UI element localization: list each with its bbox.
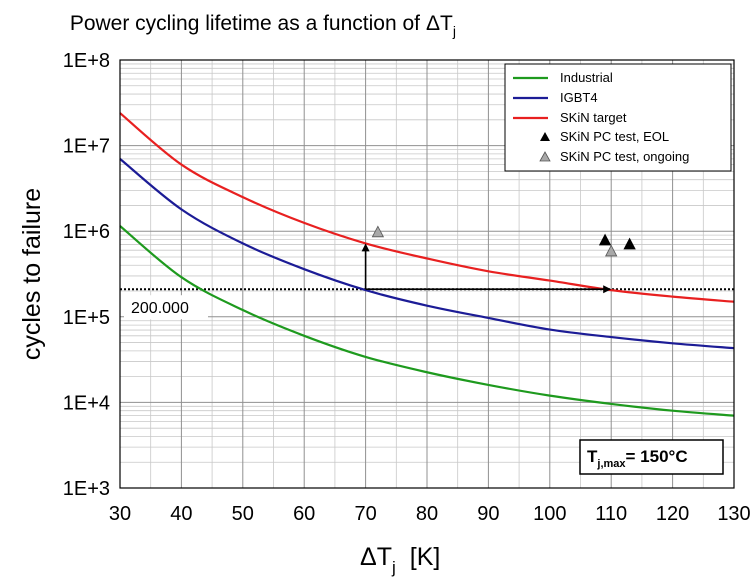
legend-label-industrial: Industrial — [560, 70, 613, 85]
chart-title-subscript: j — [452, 23, 456, 39]
x-tick-label: 40 — [170, 503, 192, 525]
arrow-up-head — [361, 243, 370, 252]
y-tick-label: 1E+6 — [63, 221, 110, 243]
marker-skin-pc-test-eol — [623, 237, 636, 250]
series-line-industrial — [119, 225, 735, 417]
marker-skin-pc-test-eol — [598, 233, 612, 246]
series-line-igbt4 — [119, 158, 735, 350]
x-tick-label: 100 — [533, 503, 566, 525]
series-lines — [119, 112, 735, 417]
x-tick-label: 130 — [717, 503, 750, 525]
y-tick-label: 1E+8 — [63, 50, 110, 72]
arrows — [361, 243, 612, 294]
legend-label-igbt4: IGBT4 — [560, 90, 598, 105]
markers — [371, 225, 636, 257]
y-tick-labels: 1E+3 1E+4 1E+5 1E+6 1E+7 1E+8 — [63, 50, 110, 500]
x-tick-label: 80 — [416, 503, 438, 525]
x-axis-label-subscript: j — [391, 558, 396, 577]
marker-skin-pc-test-ongoing — [371, 225, 385, 238]
legend-label-ongoing: SKiN PC test, ongoing — [560, 149, 689, 164]
y-tick-label: 1E+5 — [63, 307, 110, 329]
condition-box-frame — [579, 439, 724, 475]
reference-label-bg — [124, 295, 208, 320]
y-tick-label: 1E+4 — [63, 392, 110, 414]
y-tick-label: 1E+3 — [63, 478, 110, 500]
x-tick-label: 110 — [595, 503, 627, 525]
x-axis-label: ΔTj [K] — [360, 543, 440, 577]
chart-title: Power cycling lifetime as a function of — [70, 12, 420, 35]
y-axis-label: cycles to failure — [18, 188, 46, 360]
x-tick-label: 50 — [232, 503, 254, 525]
series-line-skin-target — [119, 112, 735, 303]
x-tick-label: 30 — [109, 503, 131, 525]
legend-marker-ongoing — [539, 151, 551, 162]
x-tick-label: 70 — [354, 503, 376, 525]
reference-annotation: 200.000 — [120, 288, 734, 320]
marker-skin-pc-test-ongoing — [605, 244, 618, 257]
legend-marker-eol — [540, 132, 550, 141]
legend: Industrial IGBT4 SKiN target SKiN PC tes… — [504, 63, 732, 172]
condition-box-text: Tj,max= 150°C — [587, 447, 688, 470]
legend-label-skin-target: SKiN target — [560, 110, 627, 125]
condition-box-subscript: j,max — [596, 458, 626, 470]
arrow-right-head — [603, 285, 612, 294]
x-tick-label: 60 — [293, 503, 315, 525]
x-tick-label: 120 — [656, 503, 689, 525]
x-tick-label: 90 — [477, 503, 499, 525]
plot-border — [119, 59, 735, 489]
condition-box: Tj,max= 150°C — [579, 439, 724, 475]
y-tick-label: 1E+7 — [63, 136, 110, 158]
legend-label-eol: SKiN PC test, EOL — [560, 129, 669, 144]
x-tick-labels: 30 40 50 60 70 80 90 100 110 120 130 — [109, 503, 751, 525]
chart-title-symbol: ΔTj — [426, 12, 456, 39]
reference-label: 200.000 — [131, 300, 189, 317]
